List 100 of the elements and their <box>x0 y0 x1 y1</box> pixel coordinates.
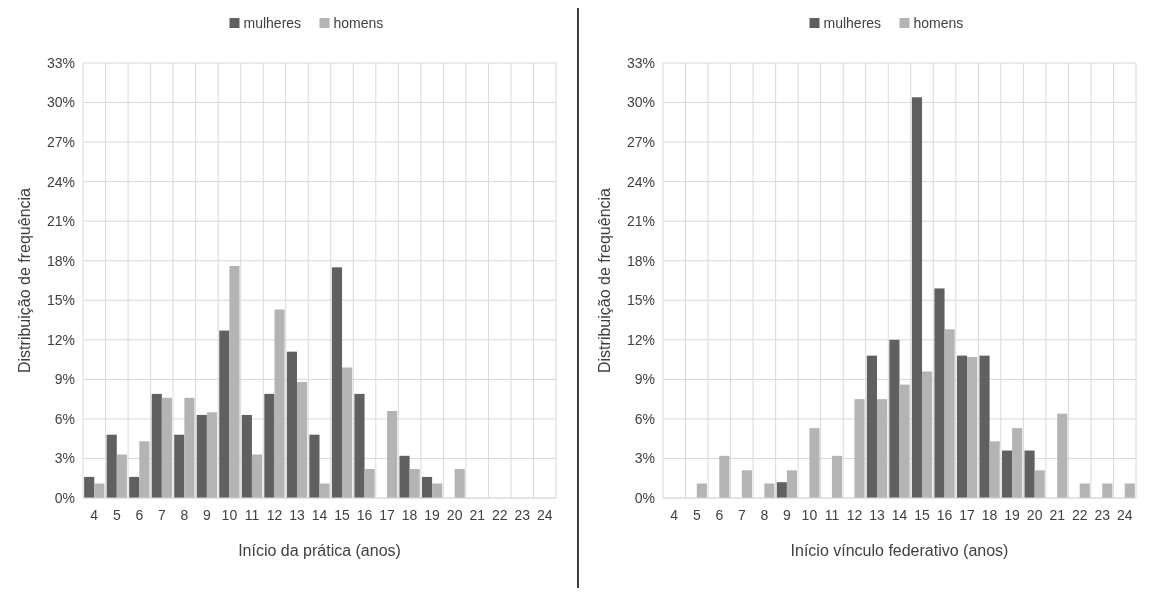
bar <box>866 355 877 498</box>
bar <box>151 393 162 498</box>
legend-label: mulheres <box>243 15 302 31</box>
bar <box>454 469 465 498</box>
y-tick-label: 21% <box>46 213 75 230</box>
bar <box>1012 428 1023 498</box>
y-tick-label: 0% <box>54 489 75 506</box>
x-tick-label: 5 <box>692 507 701 523</box>
x-tick-label: 4 <box>670 507 679 523</box>
bar <box>967 356 978 498</box>
bar <box>286 351 297 498</box>
x-tick-label: 9 <box>202 507 211 523</box>
x-tick-label: 15 <box>914 507 931 523</box>
x-tick-label: 20 <box>446 507 463 523</box>
bar <box>1001 450 1013 498</box>
x-tick-label: 8 <box>180 507 189 523</box>
y-tick-label: 30% <box>46 94 75 111</box>
bar <box>831 455 843 498</box>
x-tick-label: 4 <box>90 507 99 523</box>
y-tick-label: 12% <box>46 331 75 348</box>
bar <box>854 399 865 498</box>
x-tick-label: 16 <box>356 507 373 523</box>
x-tick-label: 23 <box>514 507 531 523</box>
bar <box>786 470 798 498</box>
bar <box>331 267 343 498</box>
y-tick-label: 24% <box>46 173 75 190</box>
bar <box>264 393 275 498</box>
x-tick-label: 22 <box>1071 507 1088 523</box>
x-tick-label: 24 <box>536 507 553 523</box>
x-tick-label: 14 <box>891 507 908 523</box>
x-tick-label: 21 <box>1049 507 1066 523</box>
bar <box>274 309 285 498</box>
x-tick-label: 17 <box>959 507 976 523</box>
bar <box>956 355 968 498</box>
bar <box>296 382 308 498</box>
bar <box>944 329 955 498</box>
x-tick-label: 6 <box>135 507 144 523</box>
bar <box>719 455 730 498</box>
bar <box>129 476 140 498</box>
bar <box>139 441 150 498</box>
x-tick-label: 12 <box>846 507 863 523</box>
y-axis-title: Distribuição de frequência <box>596 187 613 373</box>
bar <box>364 469 375 498</box>
y-tick-label: 18% <box>626 252 655 269</box>
y-tick-label: 33% <box>46 54 75 71</box>
bar <box>741 470 752 498</box>
x-tick-label: 10 <box>221 507 238 523</box>
x-tick-label: 22 <box>491 507 508 523</box>
bar <box>979 355 990 498</box>
x-tick-label: 24 <box>1116 507 1133 523</box>
bar <box>84 476 95 498</box>
bar <box>876 399 888 498</box>
x-tick-label: 5 <box>112 507 121 523</box>
x-axis-title: Início vínculo federativo (anos) <box>790 542 1009 559</box>
legend-label: mulheres <box>823 15 882 31</box>
bar <box>934 288 945 498</box>
x-tick-label: 11 <box>244 507 260 523</box>
legend-label: homens <box>913 15 964 31</box>
y-tick-label: 24% <box>626 173 655 190</box>
y-tick-label: 30% <box>626 94 655 111</box>
bar <box>184 397 195 498</box>
y-tick-label: 21% <box>626 213 655 230</box>
bar <box>911 97 923 498</box>
bar <box>251 454 263 498</box>
x-tick-label: 7 <box>737 507 746 523</box>
x-tick-label: 19 <box>424 507 441 523</box>
x-tick-label: 12 <box>266 507 283 523</box>
bar <box>196 414 207 498</box>
x-tick-label: 9 <box>782 507 791 523</box>
bar <box>354 393 365 498</box>
bar <box>309 434 320 498</box>
x-tick-label: 19 <box>1004 507 1021 523</box>
x-tick-label: 13 <box>289 507 305 523</box>
bar <box>889 339 900 498</box>
x-tick-label: 11 <box>824 507 840 523</box>
y-tick-label: 18% <box>46 252 75 269</box>
bar <box>241 414 252 498</box>
y-tick-label: 6% <box>54 410 75 427</box>
x-tick-label: 6 <box>715 507 724 523</box>
y-axis-title: Distribuição de frequência <box>16 187 33 373</box>
x-tick-label: 10 <box>801 507 818 523</box>
bar <box>116 454 127 498</box>
y-tick-label: 15% <box>46 292 75 309</box>
bar <box>421 476 433 498</box>
y-tick-label: 27% <box>626 133 655 150</box>
bar <box>387 411 398 498</box>
y-tick-label: 0% <box>634 489 655 506</box>
y-tick-label: 3% <box>54 450 75 467</box>
y-tick-label: 33% <box>626 54 655 71</box>
legend-label: homens <box>333 15 384 31</box>
bar <box>776 482 787 498</box>
bar <box>899 384 910 498</box>
bar <box>1024 450 1035 498</box>
x-tick-label: 17 <box>379 507 396 523</box>
x-tick-label: 14 <box>311 507 328 523</box>
x-tick-label: 8 <box>760 507 769 523</box>
x-tick-label: 21 <box>469 507 486 523</box>
x-tick-label: 7 <box>157 507 166 523</box>
x-tick-label: 16 <box>936 507 953 523</box>
bar <box>219 330 230 498</box>
